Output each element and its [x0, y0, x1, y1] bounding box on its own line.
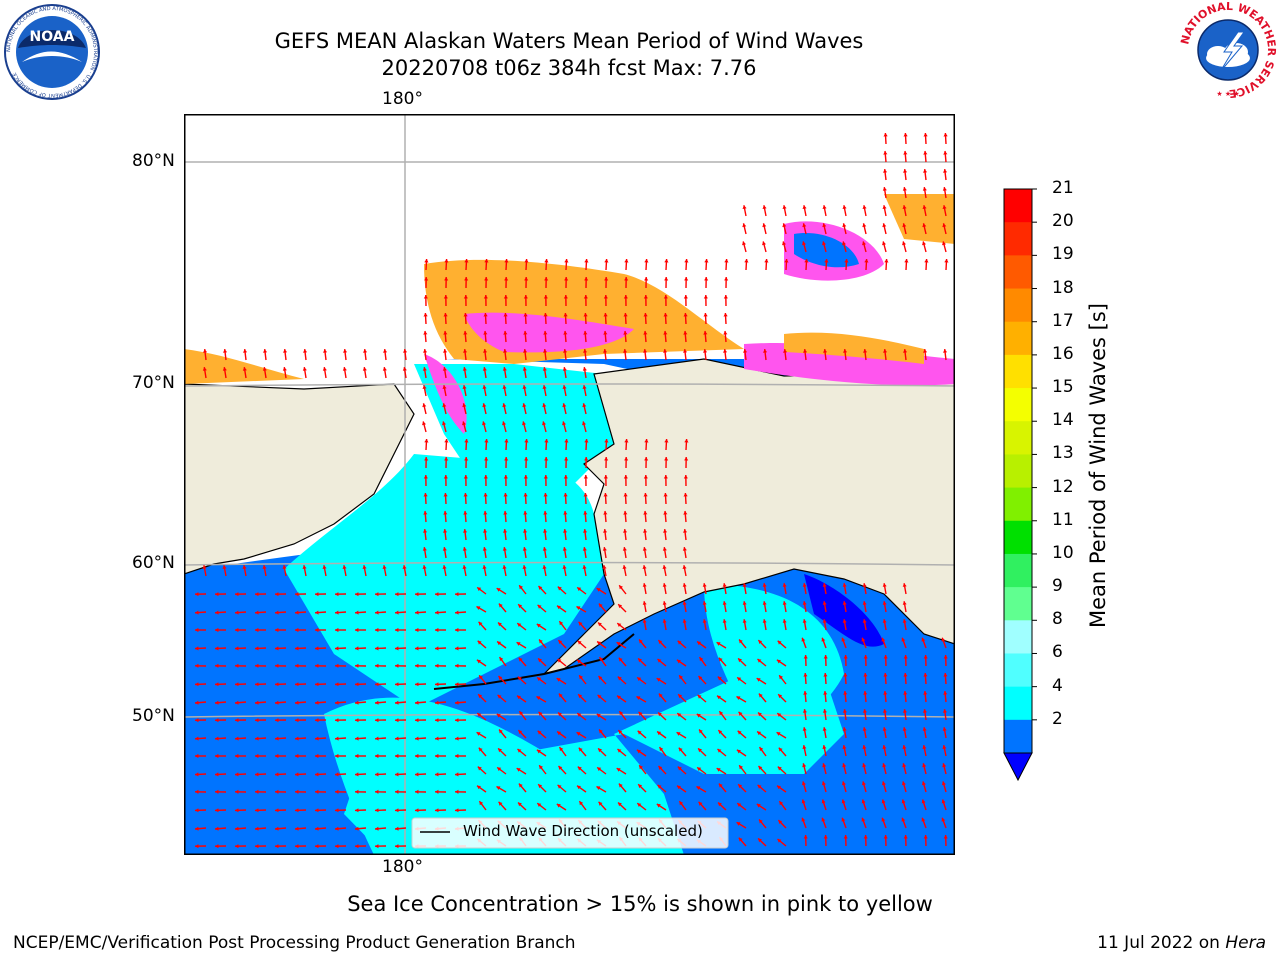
colorbar-segment [1004, 255, 1032, 290]
footer-date-text: 11 Jul 2022 on [1097, 933, 1226, 953]
colorbar-tick-label: 10 [1052, 542, 1074, 563]
colorbar-tick-label: 21 [1052, 178, 1074, 198]
map-title-line1: GEFS MEAN Alaskan Waters Mean Period of … [274, 29, 864, 53]
map-title-line2: 20220708 t06z 384h fcst Max: 7.76 [381, 56, 757, 80]
colorbar-segment [1004, 520, 1032, 555]
wave-period-map [184, 114, 955, 855]
colorbar-tick-label: 20 [1052, 211, 1074, 232]
colorbar-segment [1004, 321, 1032, 356]
colorbar-segment [1004, 587, 1032, 621]
colorbar-tick-label: 4 [1052, 675, 1063, 696]
colorbar-tick-label: 14 [1052, 410, 1074, 431]
sea-ice-note: Sea Ice Concentration > 15% is shown in … [347, 892, 933, 916]
colorbar [1003, 188, 1037, 782]
colorbar-segment [1004, 686, 1032, 721]
gulf-of-alaska-low [804, 574, 884, 647]
colorbar-segment [1004, 421, 1032, 455]
colorbar-segment [1004, 354, 1032, 389]
wind-wave-arrows [194, 132, 949, 849]
colorbar-tick-label: 9 [1052, 576, 1063, 597]
footer-machine: Hera [1225, 933, 1266, 953]
nws-logo: NATIONAL WEATHER SERVICE ★ ★ ★ [1178, 2, 1278, 98]
map-legend-text: Wind Wave Direction (unscaled) [463, 822, 703, 840]
lon-label-top: 180° [382, 89, 423, 109]
colorbar-tick-label: 8 [1052, 609, 1063, 630]
alaska-land [542, 358, 955, 676]
lat-label-50: 50°N [132, 706, 175, 726]
noaa-logo: NATIONAL OCEANIC AND ATMOSPHERIC ADMINIS… [4, 4, 100, 100]
colorbar-segment [1004, 553, 1032, 588]
lat-label-70: 70°N [132, 373, 175, 393]
map-legend [411, 817, 729, 849]
footer-date: 11 Jul 2022 on Hera [1097, 933, 1266, 953]
colorbar-segment [1004, 653, 1032, 688]
colorbar-segment [1004, 222, 1032, 256]
colorbar-tick-label: 19 [1052, 244, 1074, 265]
colorbar-tick-label: 15 [1052, 377, 1074, 398]
footer-credit: NCEP/EMC/Verification Post Processing Pr… [13, 933, 576, 953]
lat-label-60: 60°N [132, 553, 175, 573]
lon-label-bottom: 180° [382, 857, 423, 877]
colorbar-segment [1004, 189, 1032, 223]
colorbar-segment [1004, 388, 1032, 422]
colorbar-segment [1004, 454, 1032, 489]
colorbar-tick-label: 12 [1052, 476, 1074, 497]
colorbar-tick-label: 11 [1052, 509, 1074, 530]
colorbar-segment [1004, 719, 1032, 754]
lat-label-80: 80°N [132, 151, 175, 171]
noaa-logo-text: NOAA [30, 29, 75, 45]
colorbar-label: Mean Period of Wind Waves [s] [1086, 303, 1110, 628]
colorbar-tick-label: 6 [1052, 642, 1063, 663]
colorbar-segment [1004, 288, 1032, 323]
colorbar-tick-label: 13 [1052, 443, 1074, 464]
svg-text:★ ★ ★: ★ ★ ★ [1216, 90, 1239, 98]
colorbar-tick-label: 2 [1052, 708, 1063, 729]
colorbar-tick-label: 18 [1052, 277, 1074, 298]
colorbar-tick-label: 17 [1052, 310, 1074, 331]
colorbar-tick-label: 16 [1052, 343, 1074, 364]
colorbar-segment [1004, 620, 1032, 654]
colorbar-segment [1004, 487, 1032, 522]
